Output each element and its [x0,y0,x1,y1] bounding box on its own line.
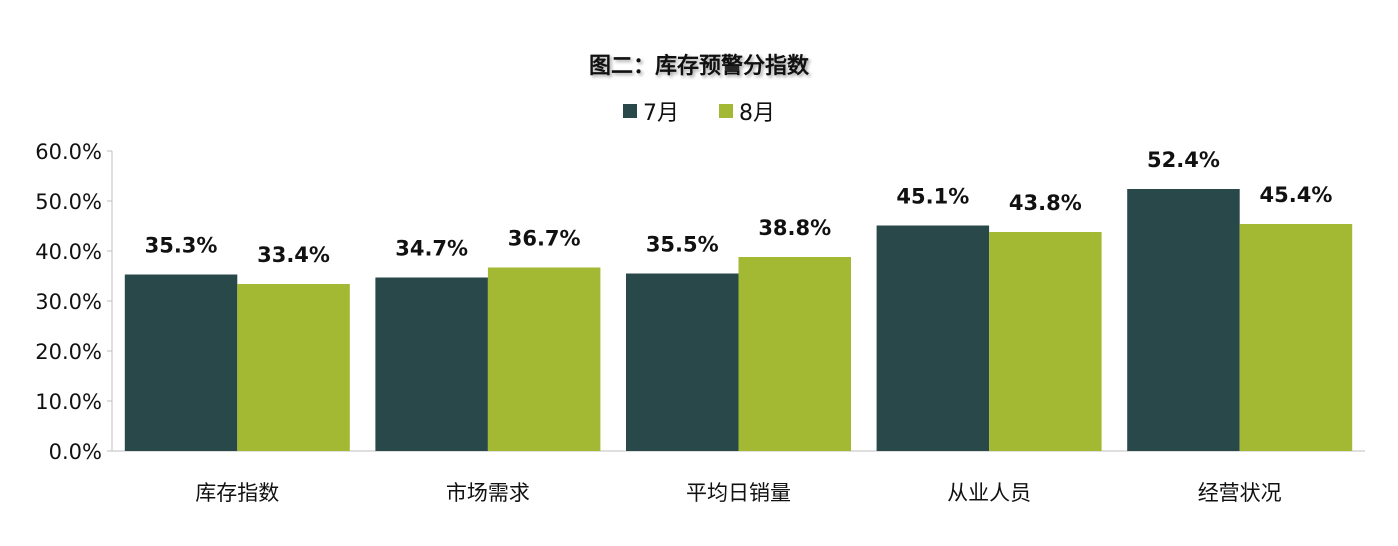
x-tick-label: 经营状况 [1198,481,1282,505]
data-label: 36.7% [508,227,581,251]
bar-jul [124,274,238,451]
bar-aug [487,267,601,451]
x-tick-label: 市场需求 [446,481,530,505]
data-label: 38.8% [758,216,831,240]
data-label: 35.5% [646,233,719,257]
data-label: 45.4% [1260,183,1333,207]
legend-item-aug: 8月 [719,95,775,127]
x-tick-label: 平均日销量 [686,481,791,505]
legend-swatch-aug [719,104,733,118]
data-label: 33.4% [257,243,330,267]
bar-jul [876,225,990,451]
legend-label-jul: 7月 [643,101,679,126]
data-label: 43.8% [1009,191,1082,215]
bar-aug [1239,224,1353,451]
data-label: 45.1% [896,185,969,209]
legend-swatch-jul [623,104,637,118]
data-label: 35.3% [145,234,218,258]
chart-title: 图二：库存预警分指数 [588,54,809,79]
bar-aug [738,257,851,451]
bar-jul [626,273,739,451]
bar-aug [989,232,1102,451]
y-tick-label: 50.0% [35,190,102,214]
y-tick-label: 20.0% [35,340,102,364]
data-label: 34.7% [395,237,468,261]
y-tick-label: 0.0% [49,440,102,464]
y-tick-label: 30.0% [35,290,102,314]
x-tick-label: 库存指数 [195,481,279,505]
x-tick-label: 从业人员 [947,481,1031,505]
legend: 7月 8月 [0,95,1398,127]
bar-jul [375,277,488,451]
legend-item-jul: 7月 [623,95,679,127]
bar-jul [1127,189,1240,451]
y-tick-label: 40.0% [35,240,102,264]
y-tick-label: 10.0% [35,390,102,414]
bar-aug [237,284,350,451]
data-label: 52.4% [1147,148,1220,172]
y-tick-label: 60.0% [35,140,102,164]
legend-label-aug: 8月 [739,101,775,126]
